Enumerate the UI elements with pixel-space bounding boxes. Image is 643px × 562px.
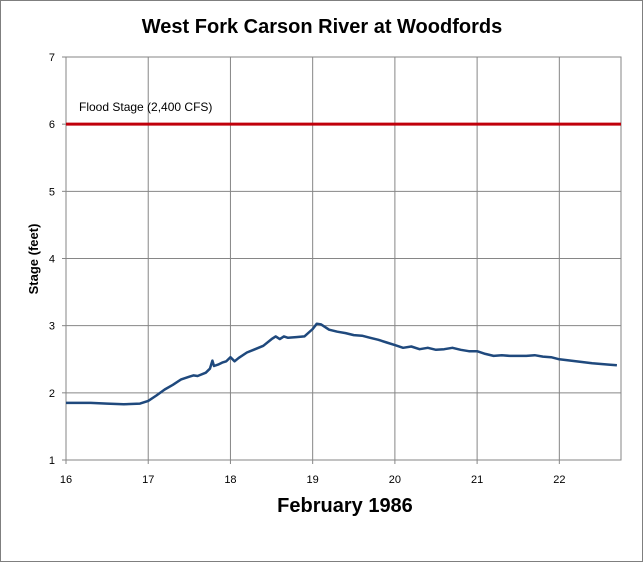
x-tick-label: 20 bbox=[389, 474, 401, 486]
x-tick-label: 21 bbox=[471, 474, 483, 486]
plot-area: 1 2 3 4 5 6 7 16 17 18 19 20 21 22 Flood Stage (2,400 … bbox=[49, 52, 622, 486]
stage-series-line bbox=[66, 322, 618, 406]
y-tick-label: 6 bbox=[49, 119, 55, 131]
chart-title: West Fork Carson River at Woodfords bbox=[142, 16, 502, 38]
y-tick-label: 2 bbox=[49, 388, 55, 400]
x-axis-label: February 1986 bbox=[277, 495, 413, 517]
x-tick-label: 18 bbox=[224, 474, 236, 486]
y-tick-label: 7 bbox=[49, 52, 55, 64]
x-tick-label: 16 bbox=[60, 474, 72, 486]
y-axis-label: Stage (feet) bbox=[26, 224, 41, 295]
x-tick-label: 19 bbox=[307, 474, 319, 486]
x-tick-label: 17 bbox=[142, 474, 154, 486]
flood-stage-label: Flood Stage (2,400 CFS) bbox=[79, 100, 212, 114]
y-tick-label: 3 bbox=[49, 321, 55, 333]
y-tick-label: 5 bbox=[49, 186, 55, 198]
y-tick-label: 1 bbox=[49, 455, 55, 467]
x-tick-label: 22 bbox=[553, 474, 565, 486]
y-tick-label: 4 bbox=[49, 254, 55, 266]
